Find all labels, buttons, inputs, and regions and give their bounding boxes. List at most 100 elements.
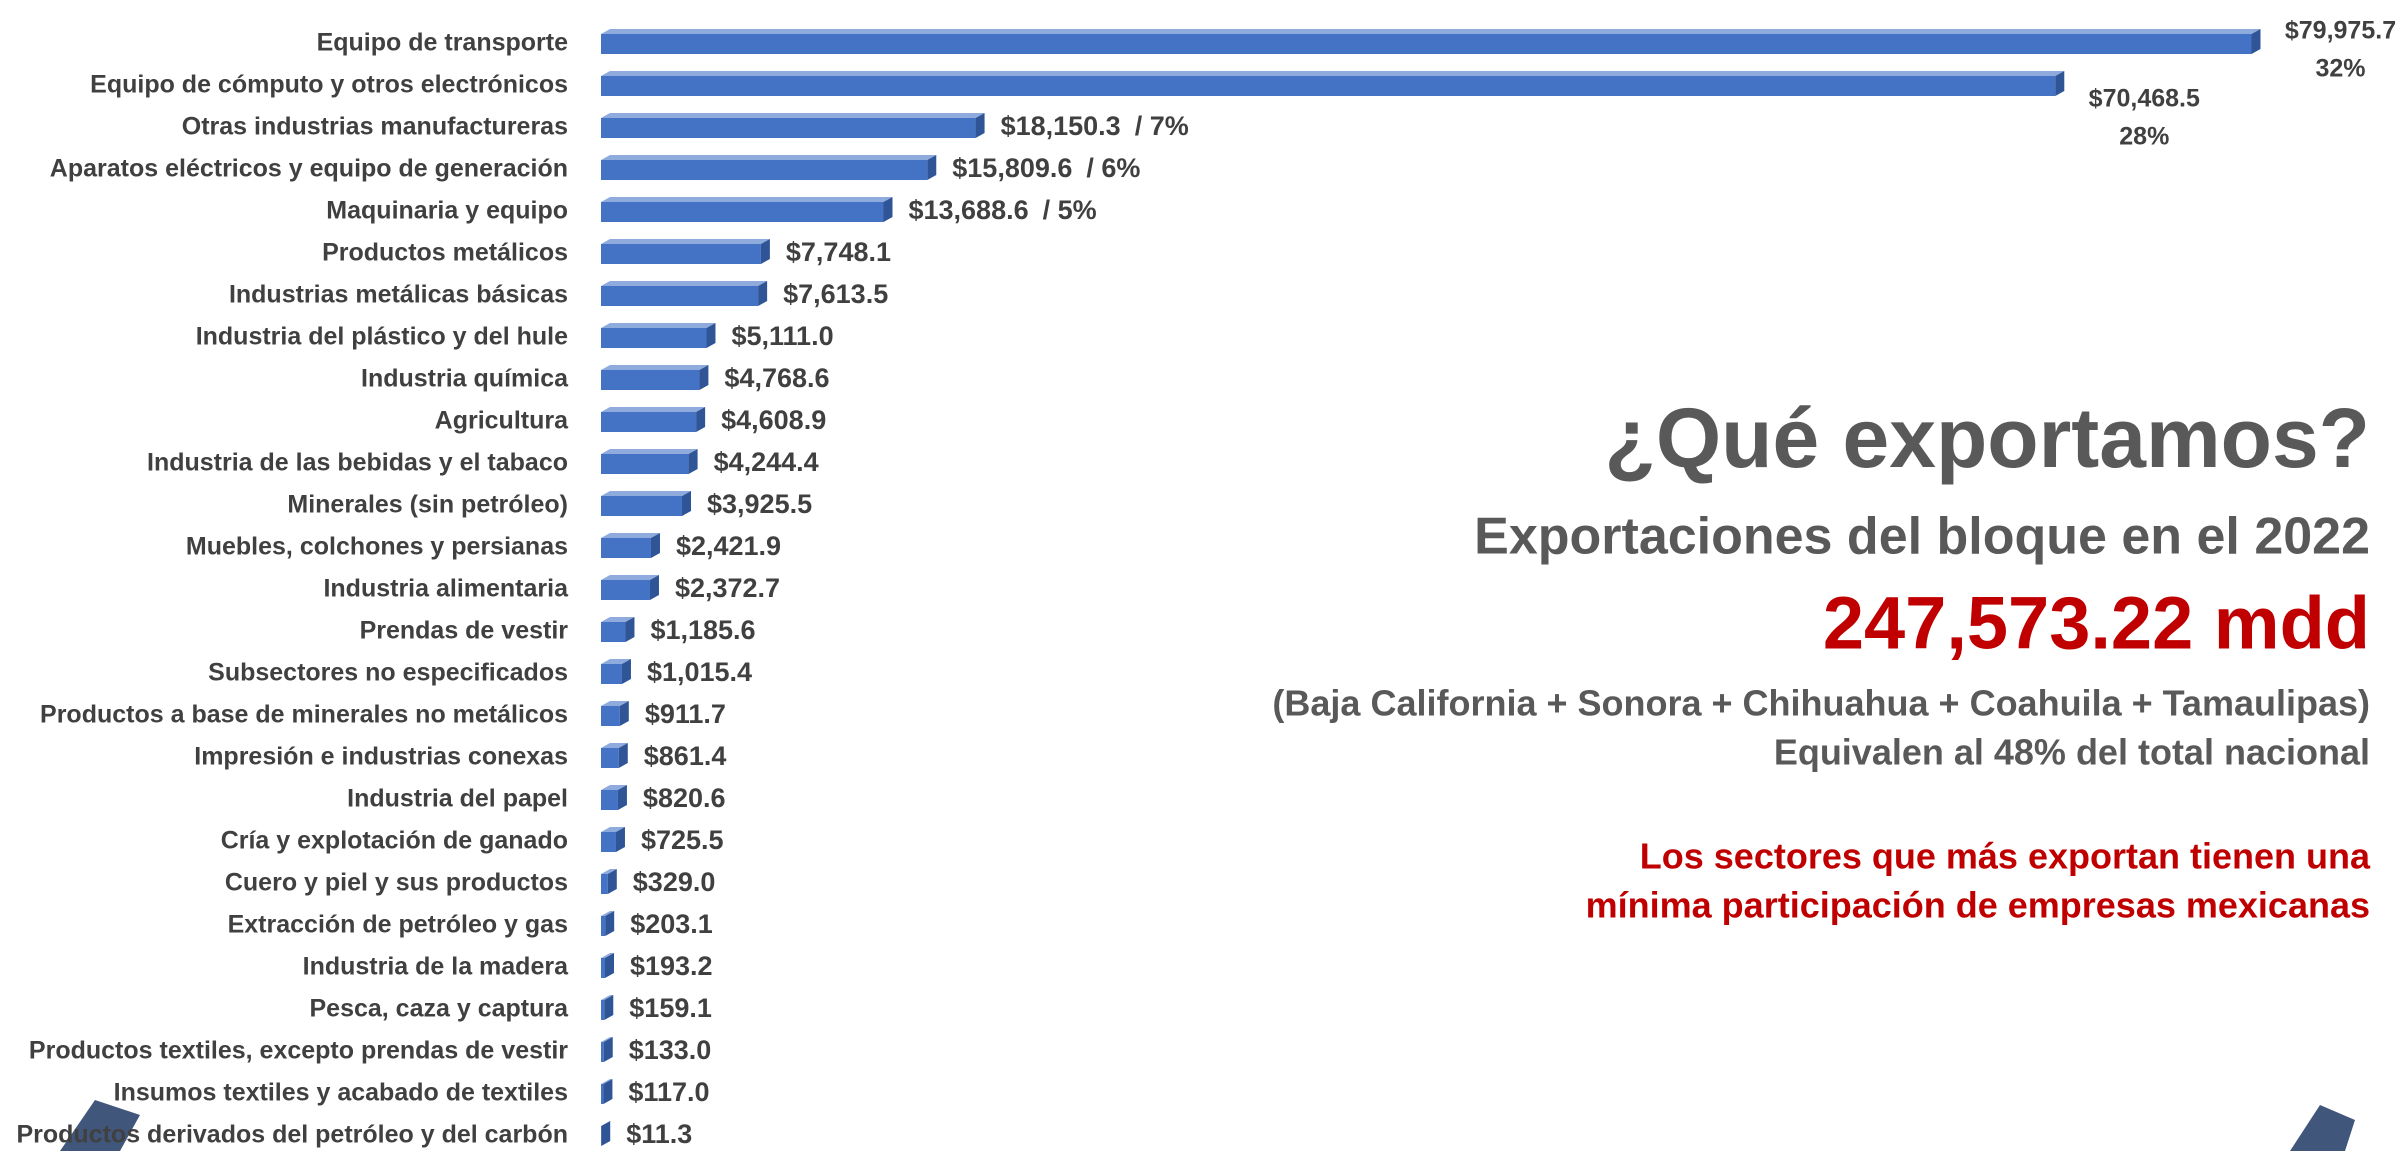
value-label: $7,613.5 (783, 279, 888, 309)
bar-front (601, 874, 608, 894)
bar (601, 743, 628, 768)
category-label: Industrias metálicas básicas (229, 281, 568, 309)
bar-side (604, 995, 614, 1020)
bar (601, 239, 770, 264)
bar-top (601, 869, 617, 874)
value-label: $7,748.1 (786, 237, 891, 267)
bar-front (601, 286, 759, 306)
bar-front (601, 370, 700, 390)
bar-front (601, 664, 622, 684)
category-label: Minerales (sin petróleo) (287, 491, 568, 519)
share-label: / 6% (1086, 153, 1140, 183)
value-label: $5,111.0 (731, 321, 833, 351)
bar (601, 1037, 613, 1062)
bar (601, 1079, 613, 1104)
annotation: (Baja California + Sonora + Chihuahua + … (1272, 683, 2370, 724)
share-label: 32% (2315, 55, 2365, 83)
bar-front (601, 916, 606, 936)
bar-top (601, 449, 698, 454)
share-label: / 5% (1043, 195, 1097, 225)
bar-front (601, 160, 928, 180)
category-label: Productos a base de minerales no metálic… (40, 701, 568, 729)
bar (601, 533, 660, 558)
bar-front (601, 76, 2056, 96)
bar-front (601, 496, 683, 516)
bar-side (706, 323, 716, 348)
chart-subtitle: Exportaciones del bloque en el 2022 (1474, 508, 2370, 566)
bar-side (625, 617, 635, 642)
category-label: Industria del papel (347, 785, 568, 813)
category-label: Maquinaria y equipo (326, 197, 568, 225)
bar-top (601, 953, 614, 958)
bar-front (601, 580, 650, 600)
bar-front (601, 832, 616, 852)
bar-front (601, 748, 619, 768)
bar-front (601, 34, 2252, 54)
bar-top (601, 29, 2261, 34)
bar-side (650, 533, 660, 558)
bar-top (601, 239, 770, 244)
bar-top (601, 533, 660, 538)
bar-top (601, 323, 716, 328)
value-label: $1,015.4 (647, 657, 752, 687)
bar-side (975, 113, 985, 138)
annotation: Equivalen al 48% del total nacional (1774, 732, 2370, 773)
value-label: $4,244.4 (714, 447, 819, 477)
value-label: $13,688.6 (908, 195, 1028, 225)
bar-front (601, 1084, 604, 1104)
bar-front (601, 454, 689, 474)
bar-top (601, 785, 627, 790)
bar (601, 827, 625, 852)
category-label: Equipo de cómputo y otros electrónicos (90, 71, 568, 99)
category-label: Cría y explotación de ganado (221, 827, 568, 855)
category-label: Industria alimentaria (323, 575, 569, 603)
bar-front (601, 958, 605, 978)
bar (601, 29, 2261, 54)
bar-top (601, 827, 625, 832)
bar-front (601, 328, 707, 348)
value-label: $911.7 (645, 699, 726, 729)
bar-top (601, 743, 628, 748)
value-label: $70,468.5 (2089, 85, 2200, 113)
category-label: Impresión e industrias conexas (194, 743, 568, 771)
bar (601, 617, 635, 642)
value-label: $725.5 (641, 825, 724, 855)
bar-top (601, 1037, 613, 1042)
bar-front (601, 244, 761, 264)
bar-front (601, 1042, 604, 1062)
bar-top (601, 407, 706, 412)
value-label: $79,975.7 (2285, 17, 2396, 45)
bar-top (601, 1079, 613, 1084)
bar-side (927, 155, 937, 180)
value-label: $15,809.6 (952, 153, 1072, 183)
bar-side (621, 659, 631, 684)
category-label: Equipo de transporte (317, 29, 569, 57)
annotation: Los sectores que más exportan tienen una (1640, 836, 2371, 877)
bar-top (601, 617, 635, 622)
bar (601, 953, 614, 978)
category-label: Insumos textiles y acabado de textiles (114, 1079, 568, 1107)
category-label: Industria química (361, 365, 569, 393)
category-label: Muebles, colchones y persianas (186, 533, 568, 561)
bar (601, 407, 706, 432)
value-label: $1,185.6 (650, 615, 755, 645)
value-label: $18,150.3 (1001, 111, 1121, 141)
bar (601, 785, 627, 810)
category-label: Aparatos eléctricos y equipo de generaci… (50, 155, 568, 183)
bar-top (601, 281, 768, 286)
category-label: Pesca, caza y captura (310, 995, 570, 1023)
bar-side (883, 197, 893, 222)
value-label: $193.2 (630, 951, 713, 981)
bar (601, 911, 615, 936)
bar-side (617, 785, 627, 810)
category-label: Cuero y piel y sus productos (225, 869, 568, 897)
bar (601, 155, 937, 180)
bar (601, 365, 709, 390)
logo (60, 1100, 2355, 1151)
bar-front (601, 202, 884, 222)
bar-top (601, 365, 709, 370)
bar-side (2251, 29, 2261, 54)
value-label: $4,768.6 (724, 363, 829, 393)
bar-top (601, 71, 2065, 76)
bar-side (760, 239, 770, 264)
